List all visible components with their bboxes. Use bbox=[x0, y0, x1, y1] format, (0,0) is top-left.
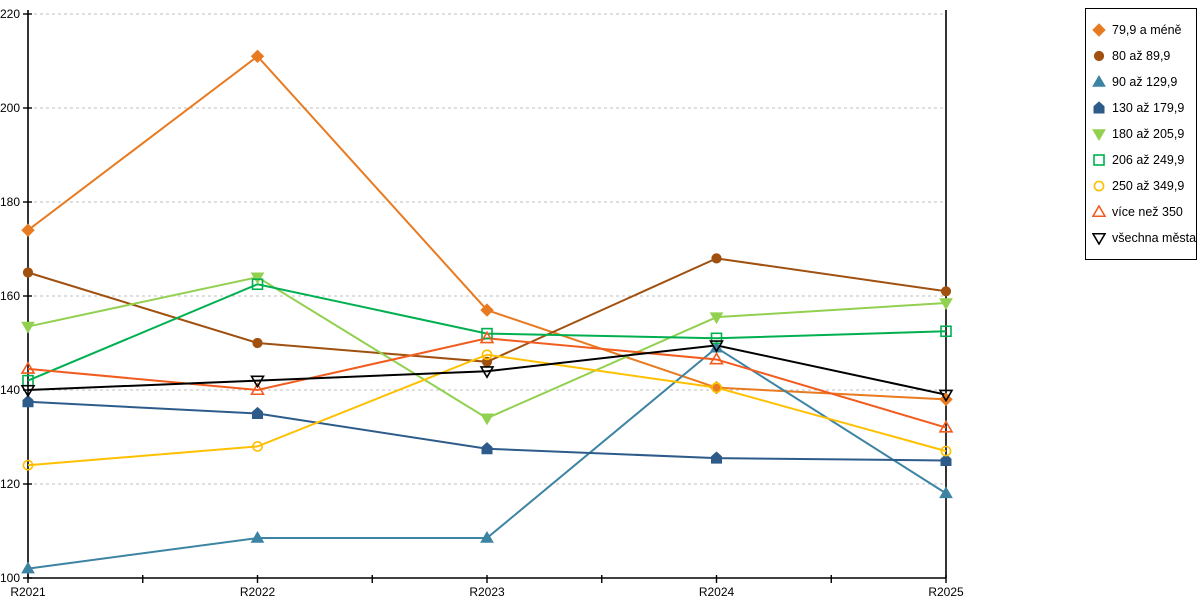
legend-item-label: více než 350 bbox=[1112, 205, 1183, 219]
legend-item: 130 až 179,9 bbox=[1092, 95, 1190, 121]
legend-item: 250 až 349,9 bbox=[1092, 173, 1190, 199]
legend-item: 79,9 a méně bbox=[1092, 17, 1190, 43]
legend-item-label: 90 až 129,9 bbox=[1112, 75, 1178, 89]
legend-marker-triangle-up-icon bbox=[1092, 75, 1106, 87]
marker-triangle-up bbox=[21, 561, 35, 574]
marker-triangle-down bbox=[250, 272, 265, 285]
y-axis-label: 200 bbox=[0, 101, 20, 115]
marker-triangle-down bbox=[250, 375, 265, 389]
marker-triangle-down-icon bbox=[1092, 129, 1106, 141]
marker-square bbox=[940, 325, 952, 338]
marker-triangle-down bbox=[709, 312, 724, 325]
marker-triangle-up bbox=[709, 351, 724, 365]
x-axis-label: R2022 bbox=[240, 585, 276, 599]
marker-circle bbox=[22, 267, 34, 278]
marker-triangle-down bbox=[938, 389, 954, 403]
marker-pentagon bbox=[22, 395, 34, 408]
marker-triangle-up-icon bbox=[1092, 205, 1106, 218]
marker-triangle-down bbox=[939, 298, 953, 311]
legend-item-label: 79,9 a méně bbox=[1112, 23, 1182, 37]
series-line-8 bbox=[27, 344, 947, 396]
legend-item: 206 až 249,9 bbox=[1092, 147, 1190, 173]
legend-item-label: 206 až 249,9 bbox=[1112, 153, 1185, 167]
x-axis-label: R2023 bbox=[469, 585, 505, 599]
marker-diamond bbox=[21, 223, 35, 237]
y-axis-label: 160 bbox=[0, 289, 20, 303]
marker-circle-icon bbox=[1093, 50, 1105, 62]
y-axis-label: 100 bbox=[0, 571, 20, 585]
marker-circle bbox=[252, 440, 263, 452]
y-axis-label: 220 bbox=[0, 7, 20, 21]
marker-circle bbox=[940, 445, 952, 457]
marker-circle bbox=[711, 253, 722, 264]
series-line-4 bbox=[27, 276, 947, 420]
legend-marker-triangle-up-icon bbox=[1092, 205, 1106, 218]
legend-marker-circle-icon bbox=[1093, 50, 1105, 62]
legend-marker-triangle-down-icon bbox=[1092, 232, 1106, 245]
legend-item-label: 130 až 179,9 bbox=[1112, 101, 1185, 115]
marker-circle bbox=[481, 349, 493, 361]
marker-square bbox=[251, 278, 264, 291]
marker-pentagon bbox=[940, 453, 952, 466]
marker-diamond-icon bbox=[1092, 23, 1106, 37]
legend-item: více než 350 bbox=[1092, 199, 1190, 225]
legend-marker-triangle-down-icon bbox=[1092, 129, 1106, 141]
legend-marker-pentagon-icon bbox=[1093, 101, 1105, 114]
marker-triangle-up bbox=[480, 531, 494, 543]
legend-item: všechna města bbox=[1092, 225, 1196, 251]
marker-pentagon bbox=[252, 406, 263, 419]
marker-pentagon bbox=[711, 451, 722, 464]
legend-marker-circle-icon bbox=[1093, 180, 1105, 192]
marker-circle bbox=[252, 337, 263, 349]
marker-triangle-down bbox=[21, 321, 35, 334]
marker-circle-icon bbox=[1093, 180, 1105, 192]
marker-pentagon bbox=[481, 442, 493, 455]
legend-marker-diamond-icon bbox=[1092, 23, 1106, 37]
legend-item: 90 až 129,9 bbox=[1092, 69, 1190, 95]
y-axis-label: 180 bbox=[0, 195, 20, 209]
marker-triangle-up bbox=[20, 361, 36, 374]
x-axis-label: R2021 bbox=[10, 585, 46, 599]
marker-triangle-up bbox=[250, 382, 265, 396]
marker-diamond bbox=[480, 303, 494, 317]
x-axis-label: R2025 bbox=[928, 585, 964, 599]
legend-item-label: 180 až 205,9 bbox=[1112, 127, 1185, 141]
legend-item-label: všechna města bbox=[1112, 231, 1197, 245]
y-axis-label: 120 bbox=[0, 477, 20, 491]
y-axis-label: 140 bbox=[0, 383, 20, 397]
marker-triangle-down bbox=[20, 384, 36, 398]
marker-triangle-down bbox=[479, 366, 495, 379]
marker-square bbox=[710, 332, 723, 345]
marker-triangle-up bbox=[939, 486, 953, 499]
marker-triangle-down bbox=[709, 340, 724, 353]
marker-square-icon bbox=[1093, 154, 1105, 166]
legend-marker-square-icon bbox=[1093, 154, 1105, 166]
marker-triangle-down bbox=[480, 413, 494, 426]
marker-triangle-up bbox=[250, 531, 265, 543]
marker-circle bbox=[940, 286, 952, 297]
marker-circle bbox=[22, 459, 34, 471]
legend-item: 80 až 89,9 bbox=[1092, 43, 1190, 69]
legend-item-label: 80 až 89,9 bbox=[1112, 49, 1171, 63]
marker-circle bbox=[711, 382, 722, 394]
x-axis-label: R2024 bbox=[699, 585, 735, 599]
marker-triangle-up bbox=[938, 420, 954, 433]
marker-diamond bbox=[250, 49, 265, 64]
marker-triangle-down-icon bbox=[1092, 232, 1106, 245]
legend-item: 180 až 205,9 bbox=[1092, 121, 1190, 147]
legend-item-label: 250 až 349,9 bbox=[1112, 179, 1185, 193]
marker-square bbox=[481, 327, 493, 340]
marker-pentagon-icon bbox=[1093, 101, 1105, 114]
legend: 79,9 a méně 80 až 89,9 90 až 129,9 130 až 1… bbox=[1085, 8, 1197, 260]
marker-triangle-up-icon bbox=[1092, 75, 1106, 87]
marker-triangle-up bbox=[479, 330, 495, 344]
series-line-6 bbox=[27, 353, 947, 467]
